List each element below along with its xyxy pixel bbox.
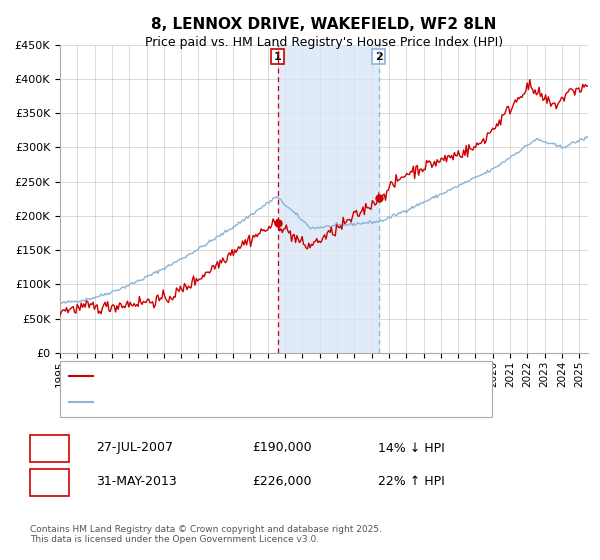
Text: Price paid vs. HM Land Registry's House Price Index (HPI): Price paid vs. HM Land Registry's House … <box>145 36 503 49</box>
Text: £226,000: £226,000 <box>252 475 311 488</box>
Text: 1: 1 <box>274 52 281 62</box>
Text: Contains HM Land Registry data © Crown copyright and database right 2025.
This d: Contains HM Land Registry data © Crown c… <box>30 525 382 544</box>
Text: 2: 2 <box>46 475 54 488</box>
Text: £190,000: £190,000 <box>252 441 311 455</box>
Text: 14% ↓ HPI: 14% ↓ HPI <box>378 441 445 455</box>
Text: 8, LENNOX DRIVE, WAKEFIELD, WF2 8LN: 8, LENNOX DRIVE, WAKEFIELD, WF2 8LN <box>151 17 497 32</box>
Text: HPI: Average price, detached house, Wakefield: HPI: Average price, detached house, Wake… <box>99 397 360 407</box>
Text: 1: 1 <box>46 441 54 455</box>
Bar <box>278 45 379 353</box>
Text: 8, LENNOX DRIVE, WAKEFIELD, WF2 8LN (detached house): 8, LENNOX DRIVE, WAKEFIELD, WF2 8LN (det… <box>99 371 425 381</box>
Text: 22% ↑ HPI: 22% ↑ HPI <box>378 475 445 488</box>
Text: 27-JUL-2007: 27-JUL-2007 <box>96 441 173 455</box>
Text: 2: 2 <box>375 52 383 62</box>
Text: 31-MAY-2013: 31-MAY-2013 <box>96 475 177 488</box>
